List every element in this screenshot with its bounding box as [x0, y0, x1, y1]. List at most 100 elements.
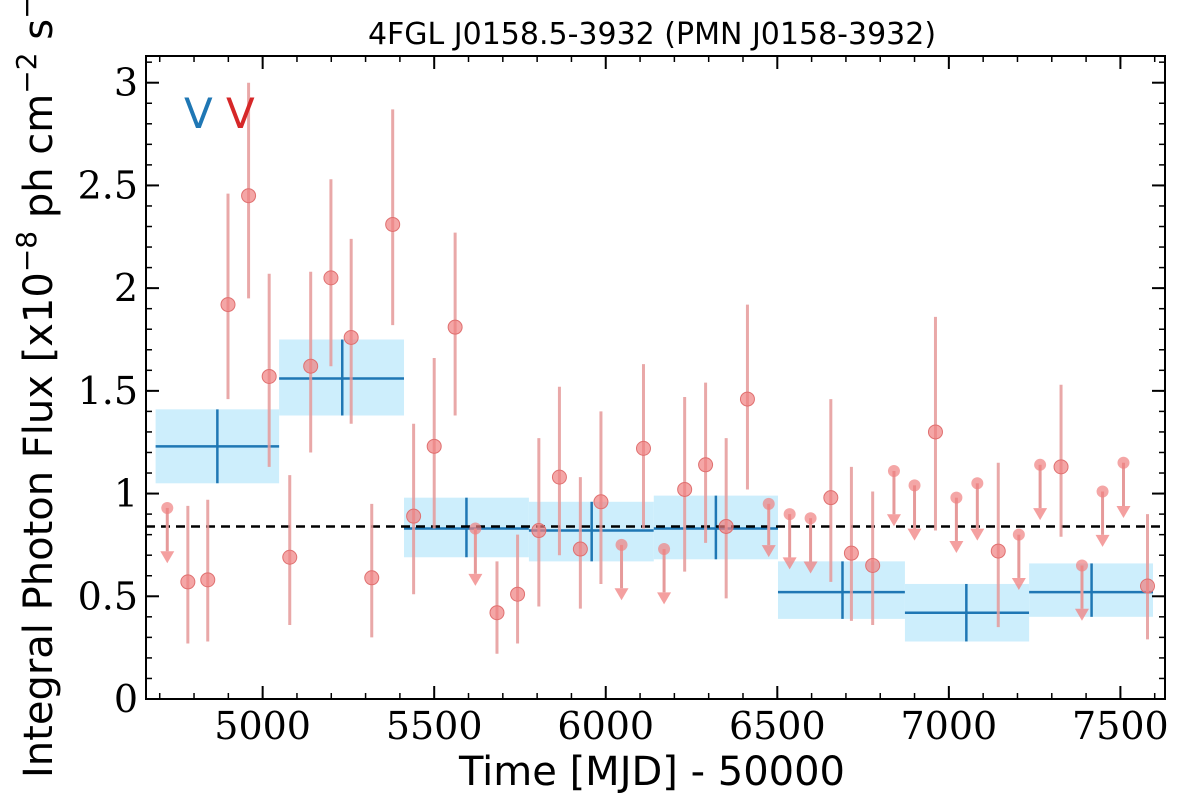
monthly-point-7: [323, 179, 339, 367]
y-axis-label-main: Integral Photon Flux [x10: [16, 272, 62, 778]
yearly-bin-3: [528, 501, 654, 562]
upper-limit-arrow: [803, 561, 818, 574]
monthly-point-marker: [447, 319, 463, 335]
monthly-point-marker: [510, 586, 526, 602]
upper-limit-4: [761, 497, 776, 558]
monthly-point-marker: [843, 545, 859, 561]
y-axis-label-unit: ph cm: [16, 94, 62, 231]
yearly-bin-0: [155, 409, 280, 484]
monthly-point-marker: [282, 549, 298, 565]
monthly-points-layer: [160, 82, 1156, 654]
upper-limit-arrow: [614, 588, 629, 601]
monthly-point-marker: [990, 543, 1006, 559]
upper-limit-arrow: [1011, 577, 1026, 590]
upper-limit-arrow: [1074, 608, 1089, 621]
y-tick-label: 3: [114, 61, 138, 105]
x-tick-label: 6500: [729, 704, 826, 748]
chart-title: 4FGL J0158.5-3932 (PMN J0158-3932): [368, 17, 936, 52]
upper-limit-arrow: [907, 528, 922, 541]
upper-limit-arrow: [761, 545, 776, 558]
upper-limit-14: [1095, 485, 1110, 547]
monthly-point-marker: [1140, 578, 1156, 594]
yearly-bin-6: [904, 583, 1030, 642]
upper-limit-arrow: [886, 514, 901, 527]
upper-limit-arrow: [657, 592, 672, 605]
yearly-bin-7: [1029, 563, 1153, 617]
y-axis-label-s: s: [16, 19, 62, 53]
monthly-point-19: [593, 411, 609, 584]
y-axis-label: Integral Photon Flux [x10−8 ph cm−2 s−1]: [10, 0, 62, 778]
x-axis-label: Time [MJD] - 50000: [458, 749, 845, 795]
upper-limit-marker: [161, 501, 174, 514]
y-tick-label: 0.5: [78, 574, 138, 618]
monthly-point-26: [843, 466, 859, 621]
upper-limit-marker: [1117, 456, 1130, 469]
monthly-point-8: [343, 238, 359, 424]
marker-label-blue: V: [184, 89, 213, 138]
monthly-point-marker: [261, 368, 277, 384]
monthly-point-2: [220, 193, 236, 400]
yearly-bin-1: [279, 339, 405, 416]
upper-limit-arrow: [1033, 508, 1048, 521]
monthly-point-marker: [698, 457, 714, 473]
upper-limit-15: [1116, 456, 1131, 519]
y-axis-label-s-exp: −1: [10, 0, 43, 19]
monthly-point-12: [426, 357, 442, 529]
upper-limit-7: [886, 464, 901, 527]
y-axis-label-exp: −8: [10, 231, 43, 272]
monthly-point-5: [282, 475, 298, 626]
y-tick-label: 0: [114, 677, 138, 721]
upper-limit-1: [468, 522, 483, 586]
monthly-point-marker: [718, 518, 734, 534]
upper-limit-5: [782, 508, 797, 570]
upper-limit-marker: [762, 497, 775, 510]
monthly-point-marker: [200, 572, 216, 588]
monthly-point-marker: [180, 574, 196, 590]
monthly-point-13: [447, 232, 463, 416]
monthly-point-17: [551, 386, 567, 556]
monthly-point-30: [1053, 384, 1069, 537]
upper-limit-2: [614, 538, 629, 601]
upper-limit-0: [160, 501, 175, 564]
upper-limit-arrow: [970, 528, 985, 541]
upper-limit-marker: [1012, 528, 1025, 541]
monthly-point-marker: [241, 188, 257, 204]
y-tick-label: 2: [114, 266, 138, 310]
x-tick-label: 5000: [214, 704, 311, 748]
monthly-point-marker: [323, 270, 339, 286]
upper-limit-12: [1033, 458, 1048, 521]
monthly-point-marker: [489, 605, 505, 621]
monthly-point-6: [303, 271, 319, 453]
upper-limit-marker: [658, 543, 671, 556]
monthly-point-marker: [572, 541, 588, 557]
monthly-point-4: [261, 273, 277, 467]
monthly-point-0: [180, 505, 196, 644]
monthly-point-22: [698, 382, 714, 543]
monthly-point-marker: [220, 297, 236, 313]
monthly-point-16: [531, 438, 547, 607]
x-tick-label: 7000: [900, 704, 997, 748]
upper-limit-marker: [908, 479, 921, 492]
monthly-point-marker: [1053, 459, 1069, 475]
x-tick-label: 6000: [557, 704, 654, 748]
y-tick-label: 2.5: [78, 163, 138, 207]
y-axis-label-unit-exp: −2: [10, 52, 43, 93]
monthly-point-marker: [865, 557, 881, 573]
y-tick-label: 1: [114, 472, 138, 516]
upper-limit-10: [970, 477, 985, 541]
upper-limit-marker: [950, 491, 963, 504]
upper-limit-13: [1074, 559, 1089, 621]
upper-limit-9: [949, 491, 964, 553]
monthly-point-marker: [426, 438, 442, 454]
monthly-point-marker: [343, 329, 359, 345]
x-tick-label: 7500: [1072, 704, 1169, 748]
monthly-point-27: [865, 491, 881, 626]
monthly-point-marker: [303, 358, 319, 374]
monthly-point-20: [635, 364, 651, 529]
monthly-point-3: [241, 82, 257, 299]
upper-limit-arrow: [468, 573, 483, 586]
upper-limit-marker: [1096, 485, 1109, 498]
monthly-point-14: [489, 561, 505, 654]
monthly-point-9: [364, 503, 380, 638]
upper-limit-11: [1011, 528, 1026, 590]
